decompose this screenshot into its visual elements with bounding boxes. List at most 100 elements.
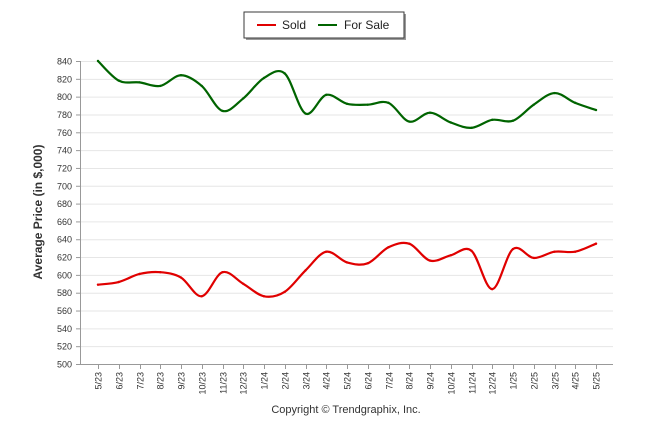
data-point-for-sale <box>449 121 452 124</box>
data-point-sold <box>117 280 120 284</box>
x-tick-label: 3/24 <box>302 372 312 390</box>
x-tick-label: 12/23 <box>239 372 249 395</box>
data-point-sold <box>511 247 515 251</box>
axes <box>80 61 613 365</box>
y-tick-label: 520 <box>57 342 72 352</box>
data-point-for-sale <box>262 76 266 80</box>
data-point-for-sale <box>491 118 494 122</box>
y-tick-label: 700 <box>57 181 72 191</box>
data-point-for-sale <box>366 103 369 106</box>
data-point-for-sale <box>138 81 141 84</box>
x-tick-label: 9/24 <box>426 372 436 390</box>
series-line-for-sale <box>96 59 598 129</box>
data-point-sold <box>283 290 286 294</box>
data-point-for-sale <box>179 74 183 77</box>
data-point-sold <box>325 250 328 253</box>
x-tick-label: 5/25 <box>592 372 602 390</box>
data-point-for-sale <box>304 112 307 115</box>
y-tick-label: 500 <box>57 360 72 370</box>
x-tick-label: 10/24 <box>447 372 457 395</box>
data-point-for-sale <box>325 93 328 97</box>
x-tick-label: 8/23 <box>156 372 166 390</box>
x-tick-label: 1/24 <box>260 372 270 390</box>
x-tick-label: 10/23 <box>198 372 208 395</box>
data-point-sold <box>304 269 307 272</box>
x-tick-label: 6/24 <box>364 372 374 390</box>
data-point-sold <box>428 259 432 262</box>
y-tick-label: 800 <box>57 92 72 102</box>
data-point-sold <box>574 250 577 253</box>
grid-lines <box>80 61 613 348</box>
y-tick-label: 720 <box>57 163 72 173</box>
legend: Sold For Sale <box>243 11 406 40</box>
data-point-for-sale <box>117 79 120 82</box>
data-point-sold <box>138 272 141 276</box>
x-tick-label: 12/24 <box>488 372 498 395</box>
x-tick-label: 4/24 <box>322 372 332 390</box>
y-tick-label: 680 <box>57 199 72 209</box>
data-point-sold <box>159 271 162 274</box>
y-axis-label: Average Price (in $,000) <box>31 145 45 280</box>
x-tick-label: 9/23 <box>177 372 187 390</box>
data-point-sold <box>200 295 203 298</box>
data-point-for-sale <box>159 84 162 88</box>
x-tick-label: 11/23 <box>219 372 229 394</box>
data-point-sold <box>345 261 349 264</box>
data-point-for-sale <box>574 101 577 105</box>
x-tick-label: 11/24 <box>468 372 478 394</box>
y-tick-label: 840 <box>57 57 72 67</box>
data-point-for-sale <box>242 97 245 100</box>
data-point-sold <box>179 276 183 279</box>
data-point-for-sale <box>428 111 432 114</box>
series-line-sold <box>96 241 598 298</box>
x-axis-ticks: 5/23 6/23 7/23 8/23 9/23 10/23 11/23 12/23 1/24 2… <box>94 364 602 395</box>
data-point-sold <box>387 246 390 249</box>
data-point-for-sale <box>408 120 411 123</box>
y-tick-label: 620 <box>57 253 72 263</box>
data-point-for-sale <box>345 102 349 105</box>
x-tick-label: 6/23 <box>115 372 125 390</box>
data-point-for-sale <box>594 108 598 112</box>
x-tick-label: 2/24 <box>281 372 291 390</box>
y-tick-label: 640 <box>57 235 72 245</box>
x-tick-label: 7/24 <box>385 372 395 390</box>
data-point-sold <box>532 256 535 260</box>
y-tick-label: 540 <box>57 324 72 334</box>
data-point-for-sale <box>200 84 203 88</box>
data-point-for-sale <box>96 59 100 63</box>
y-tick-label: 740 <box>57 146 72 156</box>
data-point-for-sale <box>283 72 286 75</box>
data-point-for-sale <box>553 91 556 95</box>
x-tick-label: 5/24 <box>343 372 353 390</box>
x-tick-label: 5/23 <box>94 372 104 390</box>
data-point-sold <box>594 242 598 245</box>
data-point-for-sale <box>532 103 535 106</box>
x-tick-label: 3/25 <box>551 372 561 390</box>
data-point-sold <box>262 295 266 298</box>
x-tick-label: 4/25 <box>571 372 581 390</box>
data-point-sold <box>221 271 224 274</box>
x-tick-label: 8/24 <box>405 372 415 390</box>
data-point-for-sale <box>221 109 224 113</box>
data-point-sold <box>96 283 100 286</box>
data-point-for-sale <box>387 101 390 105</box>
y-tick-label: 580 <box>57 288 72 298</box>
data-point-sold <box>553 250 556 253</box>
copyright-text: Copyright © Trendgraphix, Inc. <box>271 404 420 416</box>
y-tick-label: 600 <box>57 270 72 280</box>
data-point-sold <box>366 262 369 265</box>
data-point-sold <box>491 287 494 291</box>
y-tick-label: 760 <box>57 128 72 138</box>
legend-label-for-sale: For Sale <box>344 18 390 32</box>
data-point-sold <box>242 282 245 285</box>
y-axis-ticks: 500 520 540 560 580 600 620 640 660 680 700 720 740 7… <box>57 57 80 370</box>
x-tick-label: 2/25 <box>530 372 540 390</box>
y-tick-label: 780 <box>57 110 72 120</box>
y-tick-label: 660 <box>57 217 72 227</box>
y-tick-label: 560 <box>57 306 72 316</box>
y-tick-label: 820 <box>57 74 72 84</box>
data-point-sold <box>470 249 473 253</box>
data-point-sold <box>408 242 411 245</box>
x-tick-label: 1/25 <box>509 372 519 390</box>
